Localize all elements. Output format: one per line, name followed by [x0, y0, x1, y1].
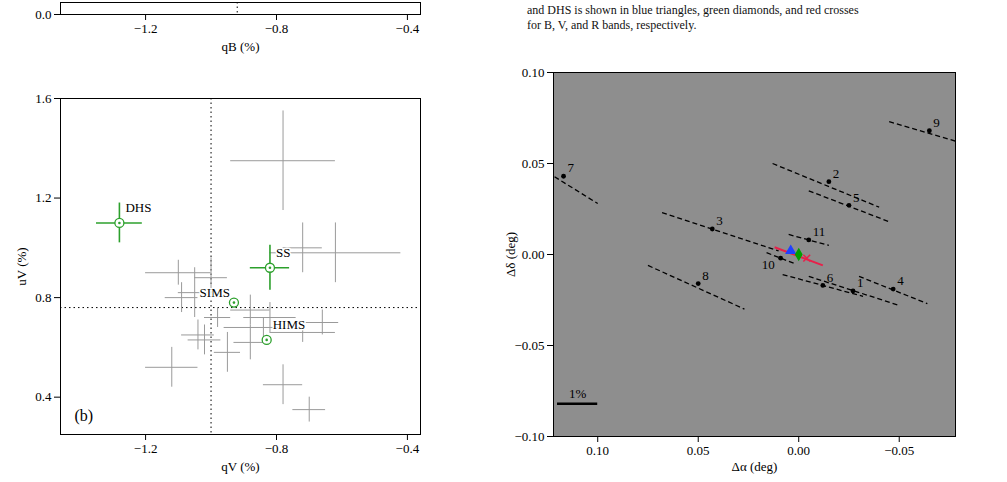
- svg-text:−0.8: −0.8: [265, 21, 289, 36]
- svg-text:−0.10: −0.10: [514, 429, 544, 444]
- svg-text:6: 6: [827, 270, 834, 285]
- svg-text:SS: SS: [276, 245, 290, 260]
- html-text:and DHS is shown in blue trian: and DHS is shown in blue triangles, gree…: [527, 3, 859, 17]
- svg-text:1: 1: [857, 275, 864, 290]
- svg-text:0.0: 0.0: [35, 7, 51, 22]
- svg-text:0.10: 0.10: [586, 443, 609, 458]
- svg-text:−0.8: −0.8: [265, 441, 289, 456]
- svg-text:−0.4: −0.4: [396, 441, 420, 456]
- svg-text:0.00: 0.00: [787, 443, 810, 458]
- svg-text:SIMS: SIMS: [200, 285, 230, 300]
- svg-text:Δα (deg): Δα (deg): [732, 459, 778, 474]
- svg-text:0.00: 0.00: [522, 247, 545, 262]
- svg-text:10: 10: [762, 257, 775, 272]
- svg-text:1.2: 1.2: [35, 190, 51, 205]
- svg-text:−0.4: −0.4: [396, 21, 420, 36]
- svg-text:11: 11: [813, 224, 826, 239]
- svg-text:(b): (b): [75, 407, 94, 425]
- svg-text:−0.05: −0.05: [514, 338, 544, 353]
- svg-text:4: 4: [897, 273, 904, 288]
- svg-text:8: 8: [702, 268, 709, 283]
- svg-text:1%: 1%: [569, 386, 587, 401]
- svg-text:qV (%): qV (%): [221, 459, 259, 474]
- svg-text:0.05: 0.05: [522, 156, 545, 171]
- svg-text:DHS: DHS: [125, 200, 151, 215]
- svg-text:5: 5: [853, 190, 860, 205]
- svg-text:9: 9: [933, 115, 940, 130]
- svg-text:0.10: 0.10: [522, 65, 545, 80]
- svg-text:1.6: 1.6: [35, 91, 52, 106]
- svg-text:7: 7: [568, 160, 575, 175]
- svg-text:0.8: 0.8: [35, 290, 51, 305]
- svg-text:uV (%): uV (%): [14, 247, 29, 285]
- svg-text:Δδ (deg): Δδ (deg): [503, 232, 518, 277]
- svg-text:qB (%): qB (%): [222, 39, 260, 54]
- svg-text:2: 2: [833, 166, 840, 181]
- html-text:for B, V, and R bands, respect: for B, V, and R bands, respectively.: [527, 18, 697, 32]
- svg-text:0.05: 0.05: [687, 443, 710, 458]
- svg-text:0.4: 0.4: [35, 389, 52, 404]
- svg-text:3: 3: [716, 213, 723, 228]
- svg-text:HIMS: HIMS: [273, 317, 306, 332]
- svg-text:−1.2: −1.2: [134, 441, 158, 456]
- svg-text:−1.2: −1.2: [134, 21, 158, 36]
- svg-text:−0.05: −0.05: [884, 443, 914, 458]
